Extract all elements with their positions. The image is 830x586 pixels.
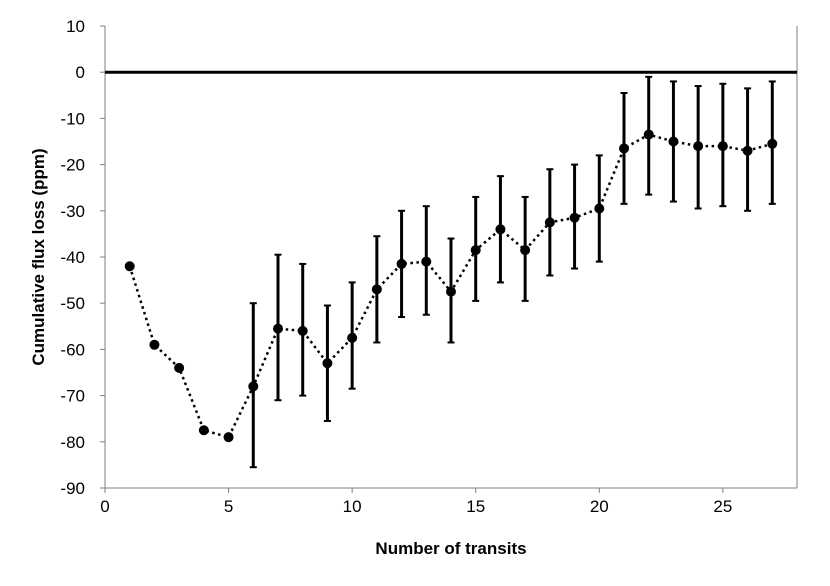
y-tick-label: -10 — [60, 109, 85, 128]
y-tick-label: -50 — [60, 294, 85, 313]
data-point — [297, 325, 308, 336]
data-point — [767, 138, 778, 149]
data-point — [742, 145, 753, 156]
x-tick-label: 20 — [590, 497, 609, 516]
data-point — [421, 256, 432, 267]
y-axis-title: Cumulative flux loss (ppm) — [29, 148, 48, 365]
data-point-group — [124, 129, 778, 443]
y-tick-group: 10 0 -10 -20 -30 -40 -50 -60 -70 -80 -90 — [60, 17, 105, 498]
data-point — [520, 245, 531, 256]
data-point — [371, 284, 382, 295]
data-point — [322, 358, 333, 369]
data-point — [149, 339, 160, 350]
plot-area: 0 5 10 15 20 25 10 0 -10 -20 -30 -40 -50 -60 -70 -80 -9… — [60, 17, 798, 516]
x-tick-label: 5 — [224, 497, 233, 516]
x-tick-label: 10 — [343, 497, 362, 516]
data-point — [569, 212, 580, 223]
y-tick-label: 0 — [76, 63, 85, 82]
data-point — [446, 286, 456, 297]
data-point — [544, 217, 555, 228]
x-axis-title: Number of transits — [375, 539, 526, 558]
x-tick-label: 0 — [100, 497, 109, 516]
x-tick-group: 0 5 10 15 20 25 — [100, 488, 732, 516]
data-point — [273, 323, 283, 334]
y-tick-label: -70 — [60, 387, 85, 406]
data-point — [347, 332, 358, 343]
data-point — [717, 141, 728, 152]
y-tick-label: -80 — [60, 433, 85, 452]
x-tick-label: 15 — [466, 497, 485, 516]
data-point — [124, 261, 135, 272]
data-point — [693, 141, 704, 152]
y-tick-label: -20 — [60, 156, 85, 175]
data-point — [495, 224, 506, 235]
data-point — [470, 245, 481, 256]
error-bar-group — [249, 75, 776, 469]
y-tick-label: -90 — [60, 479, 85, 498]
data-point — [198, 425, 209, 436]
y-tick-label: -30 — [60, 202, 85, 221]
data-point — [668, 136, 679, 147]
data-point — [223, 432, 234, 443]
data-point — [594, 203, 605, 214]
x-tick-label: 25 — [713, 497, 732, 516]
data-point — [174, 362, 185, 373]
data-point — [619, 143, 629, 154]
y-tick-label: -60 — [60, 340, 85, 359]
y-tick-label: -40 — [60, 248, 85, 267]
y-tick-label: 10 — [66, 17, 85, 36]
data-point — [643, 129, 654, 140]
data-point — [396, 258, 407, 269]
data-point — [248, 381, 259, 392]
